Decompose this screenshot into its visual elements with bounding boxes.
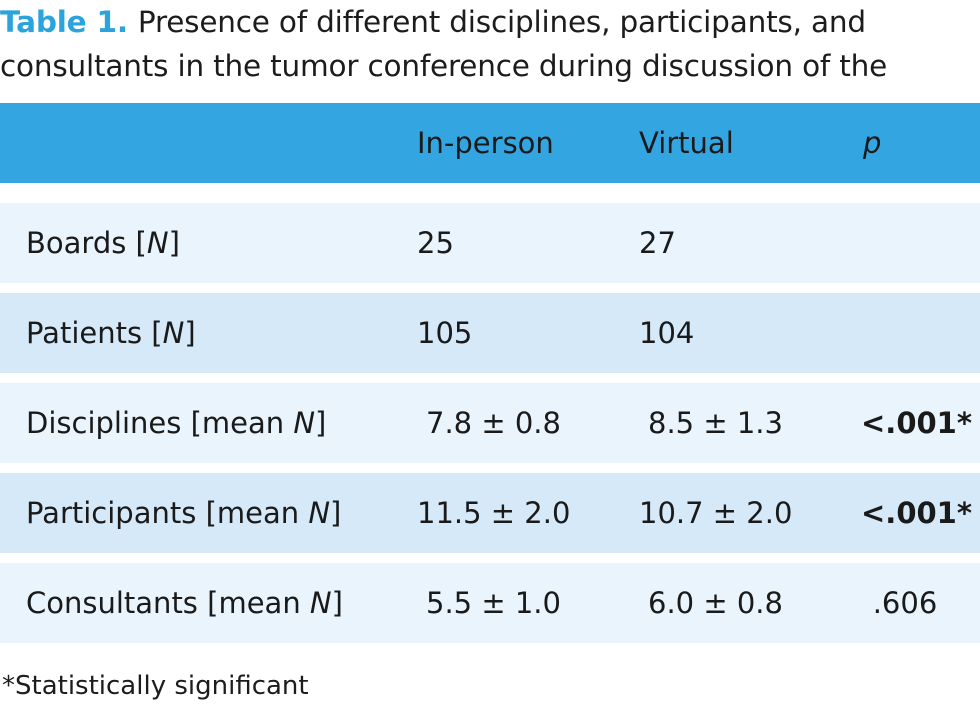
cell-p-value: .606 xyxy=(872,586,938,620)
cell-virtual: 8.5 ± 1.3 xyxy=(648,406,783,440)
caption-text-line-2: consultants in the tumor conference duri… xyxy=(0,49,888,127)
row-label: Boards [N] xyxy=(26,226,180,260)
cell-in-person: 105 xyxy=(417,316,473,350)
table-header-row: In-person Virtual p xyxy=(0,103,980,183)
cell-in-person: 25 xyxy=(417,226,454,260)
cell-virtual: 104 xyxy=(639,316,695,350)
table-row-disciplines: Disciplines [mean N] 7.8 ± 0.8 8.5 ± 1.3… xyxy=(0,383,980,463)
row-label: Consultants [mean N] xyxy=(26,586,343,620)
cell-p-value: <.001* xyxy=(861,406,973,440)
header-in-person: In-person xyxy=(417,126,554,160)
table-caption: Table 1. Presence of different discipline… xyxy=(0,0,980,132)
caption-label: Table 1. xyxy=(0,5,128,39)
cell-p-value: <.001* xyxy=(861,496,973,530)
cell-in-person: 7.8 ± 0.8 xyxy=(426,406,561,440)
table-row-boards: Boards [N] 25 27 xyxy=(0,203,980,283)
caption-line-1: Table 1. Presence of different discipline… xyxy=(0,0,980,44)
table-row-consultants: Consultants [mean N] 5.5 ± 1.0 6.0 ± 0.8… xyxy=(0,563,980,643)
table-row-patients: Patients [N] 105 104 xyxy=(0,293,980,373)
cell-in-person: 11.5 ± 2.0 xyxy=(417,496,571,530)
cell-virtual: 10.7 ± 2.0 xyxy=(639,496,793,530)
cell-virtual: 6.0 ± 0.8 xyxy=(648,586,783,620)
caption-text-line-1: Presence of different disciplines, parti… xyxy=(137,5,866,39)
cell-in-person: 5.5 ± 1.0 xyxy=(426,586,561,620)
row-label: Disciplines [mean N] xyxy=(26,406,327,440)
row-label: Participants [mean N] xyxy=(26,496,342,530)
table-row-participants: Participants [mean N] 11.5 ± 2.0 10.7 ± … xyxy=(0,473,980,553)
table-footnote: *Statistically significant xyxy=(2,671,309,701)
header-p-value: p xyxy=(863,126,882,160)
header-virtual: Virtual xyxy=(639,126,734,160)
cell-virtual: 27 xyxy=(639,226,676,260)
row-label: Patients [N] xyxy=(26,316,196,350)
